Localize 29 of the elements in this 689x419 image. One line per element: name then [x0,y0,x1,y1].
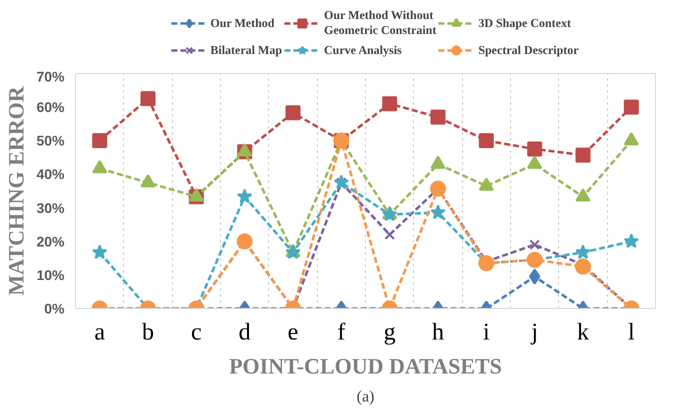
text: (a) [356,388,374,406]
x-tick-label: f [337,320,346,346]
legend-label: Our Method Without Geometric Constraint [324,8,436,38]
x-tick-label: i [483,320,490,346]
y-tick-label: 60% [36,99,66,116]
x-tick-label: d [238,320,251,346]
y-tick-label: 20% [36,233,66,250]
x-tick-label: b [142,320,154,346]
y-tick-label: 10% [36,266,66,283]
legend-label: Spectral Descriptor [478,42,579,58]
x-axis-title: POINT-CLOUD DATASETS [229,354,502,378]
x-tick-label: e [288,320,298,346]
x-tick-label: j [530,320,538,346]
x-tick-label: a [94,320,106,346]
legend-label: 3D Shape Context [478,16,571,30]
legend-label: Curve Analysis [324,42,402,58]
x-tick-label: c [191,320,202,346]
x-tick-label: h [432,320,444,346]
y-tick-label: 50% [36,132,66,149]
y-axis-title: MATCHING ERROR [3,85,28,296]
y-tick-label: 30% [36,200,66,216]
legend-label: Bilateral Map [210,42,282,58]
y-tick-label: 40% [36,166,66,182]
y-tick-label: 0% [44,300,66,316]
x-tick-label: l [628,320,635,346]
legend-label: Our Method [210,16,274,30]
x-tick-label: k [577,320,589,346]
y-tick-label: 70% [36,68,66,84]
x-tick-label: g [384,320,396,346]
